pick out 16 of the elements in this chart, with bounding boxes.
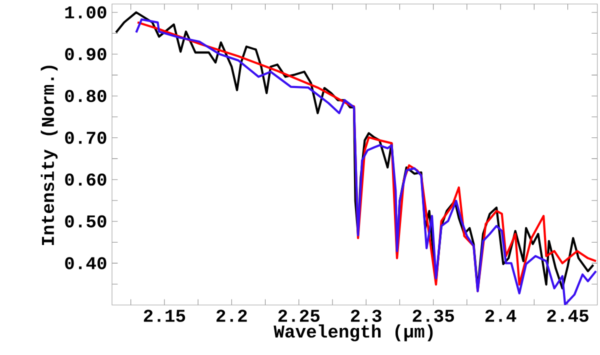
y-tick-label: 0.40 [65, 257, 106, 270]
x-tick-label: 2.25 [278, 310, 320, 322]
y-tick-label: 1.00 [65, 6, 106, 18]
y-tick-label: 0.90 [65, 48, 106, 60]
y-tick-label: 0.60 [65, 173, 106, 186]
x-tick-label: 2.15 [144, 310, 186, 322]
x-tick-label: 2.3 [350, 310, 382, 322]
x-tick-label: 2.35 [412, 310, 454, 322]
y-tick-label: 0.80 [65, 90, 106, 102]
y-tick-label: 0.70 [65, 132, 106, 144]
x-tick-label: 2.45 [547, 310, 588, 322]
y-axis-title: Intensity (Norm.) [40, 66, 58, 245]
x-axis-title: Wavelength (μm) [274, 324, 433, 342]
x-tick-label: 2.2 [216, 310, 247, 322]
x-tick-label: 2.4 [485, 310, 516, 322]
y-tick-label: 0.50 [65, 215, 106, 228]
